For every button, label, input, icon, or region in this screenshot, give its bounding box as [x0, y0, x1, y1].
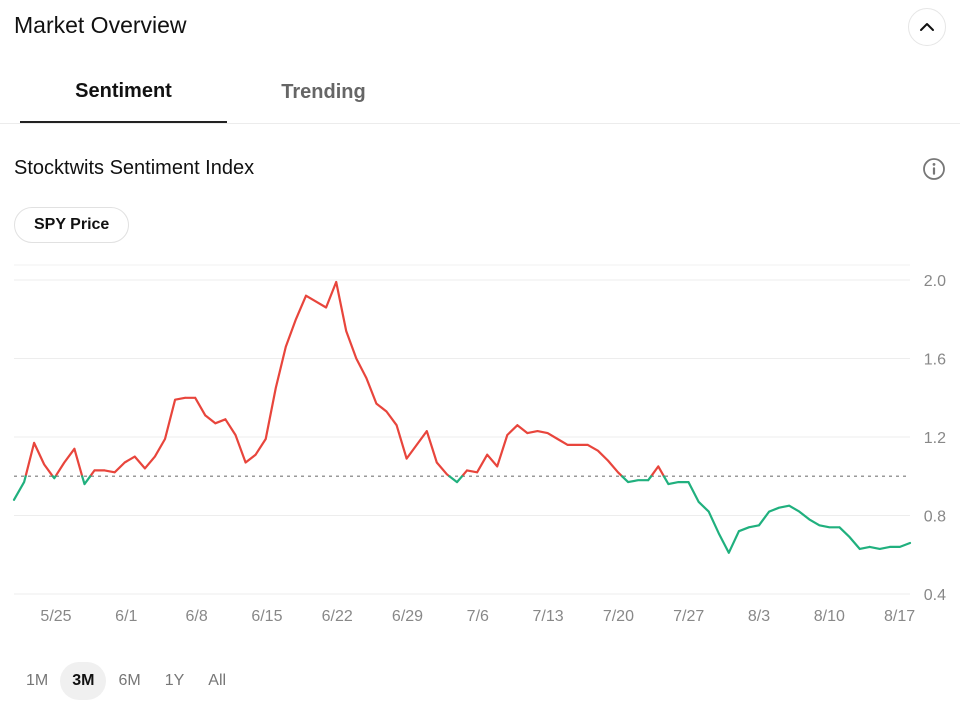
- x-tick-label: 7/6: [467, 608, 489, 625]
- x-tick-label: 8/3: [748, 608, 770, 625]
- range-1m[interactable]: 1M: [26, 672, 49, 689]
- x-tick-label: 6/1: [115, 608, 137, 625]
- x-tick-label: 5/25: [40, 608, 71, 625]
- page-title: Market Overview: [14, 12, 187, 38]
- info-button[interactable]: [922, 157, 946, 181]
- range-6m[interactable]: 6M: [118, 672, 141, 689]
- sentiment-chart: 2.0 1.6 1.2 0.8 0.4 5/25 6/1 6/8 6/15 6/22 6/29 7/6…: [0, 255, 960, 635]
- y-tick-label: 0.8: [924, 509, 946, 526]
- tab-bar: Sentiment Trending: [20, 62, 960, 123]
- x-tick-label: 6/22: [322, 608, 353, 625]
- collapse-button[interactable]: [908, 8, 946, 46]
- x-tick-label: 8/10: [814, 608, 845, 625]
- range-3m[interactable]: 3M: [60, 662, 107, 700]
- x-tick-label: 7/27: [673, 608, 704, 625]
- x-tick-label: 6/8: [185, 608, 207, 625]
- spy-price-toggle[interactable]: SPY Price: [14, 207, 130, 243]
- tab-sentiment[interactable]: Sentiment: [20, 62, 227, 123]
- sentiment-line-above: [24, 280, 665, 478]
- x-tick-label: 6/15: [251, 608, 282, 625]
- y-tick-label: 1.2: [924, 430, 946, 447]
- info-icon: [923, 158, 945, 180]
- tabs-divider: [0, 123, 960, 124]
- y-tick-label: 2.0: [924, 273, 946, 290]
- y-tick-label: 0.4: [924, 587, 946, 604]
- sentiment-chart-svg[interactable]: 2.0 1.6 1.2 0.8 0.4 5/25 6/1 6/8 6/15 6/22 6/29 7/6…: [0, 255, 960, 635]
- x-tick-label: 6/29: [392, 608, 423, 625]
- x-tick-label: 8/17: [884, 608, 915, 625]
- range-1y[interactable]: 1Y: [164, 672, 185, 689]
- tab-trending[interactable]: Trending: [281, 81, 366, 103]
- y-tick-label: 1.6: [924, 352, 946, 369]
- chevron-up-icon: [920, 23, 934, 31]
- range-all[interactable]: All: [208, 672, 227, 689]
- time-range-selector: 1M 3M 6M 1Y All: [14, 662, 238, 700]
- x-tick-label: 7/13: [533, 608, 564, 625]
- x-tick-label: 7/20: [603, 608, 634, 625]
- sentiment-line-below: [12, 475, 912, 554]
- section-title: Stocktwits Sentiment Index: [14, 157, 255, 179]
